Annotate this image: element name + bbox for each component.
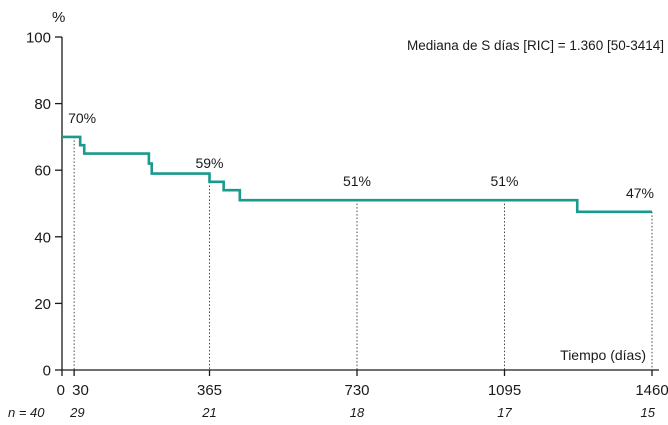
at-risk-count: 18 <box>350 405 365 420</box>
x-tick-label: 30 <box>72 382 89 399</box>
x-tick-label: 730 <box>344 382 369 399</box>
timepoint-label: 51% <box>343 173 371 189</box>
timepoint-label: 51% <box>490 173 518 189</box>
median-annotation: Mediana de S días [RIC] = 1.360 [50-3414… <box>407 38 664 53</box>
y-tick-label: 40 <box>34 229 51 246</box>
y-tick-label: 0 <box>43 363 51 380</box>
timepoint-label: 47% <box>626 185 654 201</box>
y-ticks: 0 20 40 60 80 100 <box>26 30 62 380</box>
x-tick-label: 1095 <box>488 382 521 399</box>
y-tick-label: 20 <box>34 296 51 313</box>
timepoint-labels: 70% 59% 51% 51% 47% <box>68 110 654 201</box>
y-tick-label: 60 <box>34 163 51 180</box>
x-axis-label: Tiempo (días) <box>560 347 646 363</box>
at-risk-count: 17 <box>497 405 512 420</box>
x-tick-label: 365 <box>197 382 222 399</box>
at-risk-prefix: n = 40 <box>8 405 45 420</box>
survival-curve <box>62 135 652 214</box>
y-axis-label: % <box>52 9 65 26</box>
survival-line <box>62 135 652 214</box>
at-risk-row: n = 40 29 21 18 17 15 <box>8 405 656 420</box>
timepoint-label: 59% <box>195 155 223 171</box>
y-tick-label: 100 <box>26 30 51 47</box>
x-ticks: 0 30 365 730 1095 1460 <box>57 370 668 399</box>
timepoint-guides <box>73 136 653 370</box>
timepoint-label: 70% <box>68 110 96 126</box>
y-tick-label: 80 <box>34 96 51 113</box>
at-risk-count: 21 <box>201 405 216 420</box>
axes <box>61 37 659 371</box>
x-tick-label: 0 <box>57 382 65 399</box>
at-risk-count: 29 <box>69 405 84 420</box>
at-risk-count: 15 <box>641 405 656 420</box>
x-tick-label: 1460 <box>635 382 668 399</box>
